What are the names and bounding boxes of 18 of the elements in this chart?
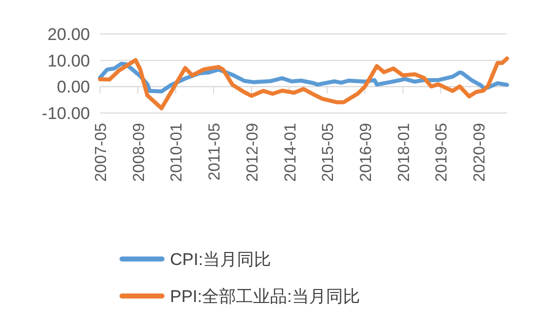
x-tick-label: 2011-05 [206, 122, 224, 181]
x-tick-label: 2007-05 [93, 122, 110, 182]
x-tick-label: 2010-01 [168, 122, 186, 182]
x-tick-label: 2020-09 [472, 122, 489, 182]
x-tick-label: 2008-09 [130, 122, 148, 182]
x-tick-label: 2015-05 [320, 122, 338, 182]
x-tick-label: 2018-01 [396, 122, 413, 182]
y-tick-label: 10.00 [47, 51, 90, 70]
y-tick-label: 20.00 [47, 25, 90, 44]
legend-label: PPI:全部工业品:当月同比 [170, 287, 360, 306]
x-tick-label: 2016-09 [358, 122, 376, 182]
x-tick-label: 2012-09 [244, 122, 262, 182]
x-tick-label: 2019-05 [434, 122, 451, 182]
line-series [98, 56, 509, 110]
y-tick-label: 0.00 [56, 78, 90, 97]
legend-label: CPI:当月同比 [170, 250, 272, 269]
y-tick-label: -10.00 [42, 104, 90, 123]
x-tick-label: 2014-01 [282, 122, 300, 182]
